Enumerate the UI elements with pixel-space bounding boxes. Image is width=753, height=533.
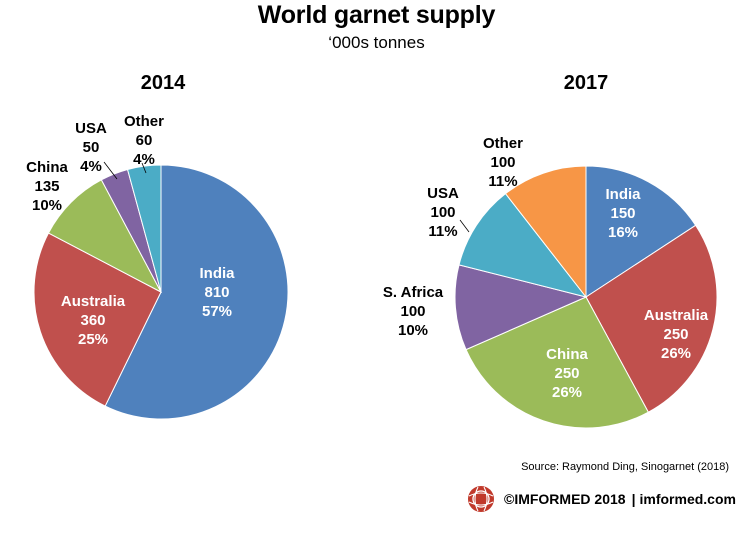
leader-line [103,161,118,180]
data-label-2017-s-africa: S. Africa 100 10% [383,284,444,339]
pie-slice-2014-australia [33,232,162,407]
data-label-2014-china: China 135 10% [26,159,68,214]
footer-separator: | [631,491,636,507]
chart-title-2014: 2014 [140,72,186,94]
data-label-2014-australia: Australia 360 25% [61,293,126,348]
pie-chart-2014: India 810 57% Australia 360 25% China 135 10%USA… [26,113,289,420]
pie-slice-2017-australia [585,224,718,413]
data-label-2017-usa: USA 100 11% [427,185,459,240]
pie-slice-2017-s-africa [454,264,588,351]
pie-slice-2014-china [47,179,163,294]
pie-slice-2014-other [126,164,162,293]
data-label-2014-india: India 810 57% [199,265,235,320]
footer: ©IMFORMED 2018 | imformed.com [466,484,736,514]
pie-slice-2014-india [104,164,289,420]
data-label-2014-other: Other 60 4% [124,113,164,168]
chart-title-2017: 2017 [563,72,609,94]
imformed-logo-icon [468,486,494,512]
data-label-2017-india: India 150 16% [605,186,641,241]
data-label-2017-australia: Australia 250 26% [644,307,709,362]
footer-brand: ©IMFORMED 2018 [504,491,626,507]
source-note: Source: Raymond Ding, Sinogarnet (2018) [521,461,729,473]
pie-slice-2017-other [504,165,587,299]
page-title: World garnet supply [257,1,496,29]
leader-line [459,219,470,233]
leader-line [141,162,147,174]
data-label-2017-china: China 250 26% [546,346,588,401]
data-label-2014-usa: USA 50 4% [75,120,107,175]
pie-slice-2017-usa [458,192,588,298]
pie-chart-2017: India 150 16% Australia 250 26% China 250 26% S. … [383,135,718,429]
pie-slice-2017-india [585,165,697,298]
data-label-2017-other: Other 100 11% [483,135,523,190]
page-subtitle: ‘000s tonnes [328,33,425,52]
footer-site-link[interactable]: imformed.com [639,491,736,507]
